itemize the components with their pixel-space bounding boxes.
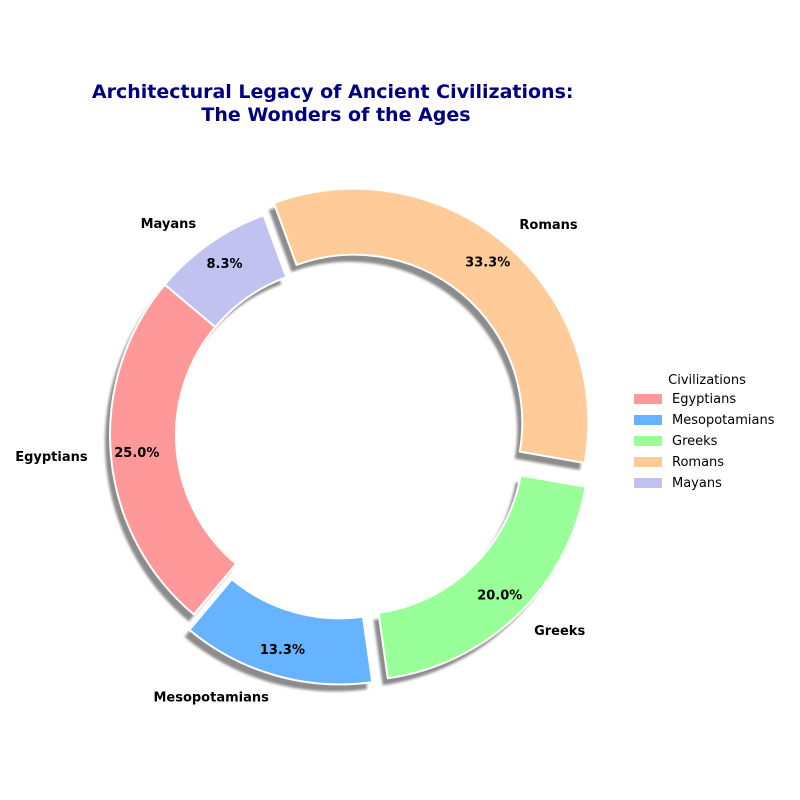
legend-title: Civilizations [668, 373, 746, 388]
legend-swatch-mayans [634, 478, 662, 488]
slice-label-egyptians: Egyptians [15, 450, 88, 465]
slice-label-romans: Romans [519, 218, 578, 233]
pct-label-mayans: 8.3% [207, 257, 243, 272]
legend-swatch-romans [634, 457, 662, 467]
pct-label-greeks: 20.0% [477, 588, 522, 603]
pct-label-egyptians: 25.0% [114, 446, 159, 461]
legend-swatch-egyptians [634, 394, 662, 404]
legend-label-mesopotamians: Mesopotamians [672, 413, 775, 428]
slice-romans [272, 187, 590, 464]
legend-label-egyptians: Egyptians [672, 392, 736, 407]
slice-mesopotamians [188, 578, 374, 686]
pct-label-romans: 33.3% [465, 256, 510, 271]
pct-label-mesopotamians: 13.3% [260, 643, 305, 658]
slice-label-greeks: Greeks [534, 624, 585, 639]
slice-label-mayans: Mayans [141, 217, 197, 232]
chart-title: Architectural Legacy of Ancient Civiliza… [92, 81, 580, 126]
legend-label-mayans: Mayans [672, 476, 722, 491]
legend-label-romans: Romans [672, 455, 724, 470]
slice-label-mesopotamians: Mesopotamians [153, 690, 269, 705]
slice-greeks [377, 474, 587, 680]
slice-mayans [163, 214, 288, 329]
legend: Civilizations Egyptians Mesopotamians Gree… [634, 373, 775, 491]
legend-items: Egyptians Mesopotamians Greeks Romans Mayans [634, 392, 775, 491]
chart-title-line-2: The Wonders of the Ages [201, 104, 470, 126]
percentage-labels: 25.0% 13.3% 20.0% 33.3% 8.3% [114, 256, 522, 658]
legend-label-greeks: Greeks [672, 434, 718, 449]
legend-swatch-greeks [634, 436, 662, 446]
legend-swatch-mesopotamians [634, 415, 662, 425]
chart-title-line-1: Architectural Legacy of Ancient Civiliza… [92, 81, 574, 103]
slices [109, 187, 590, 686]
slice-labels: Egyptians Mesopotamians Greeks Romans Mayans [15, 217, 585, 706]
slice-egyptians [109, 283, 238, 616]
